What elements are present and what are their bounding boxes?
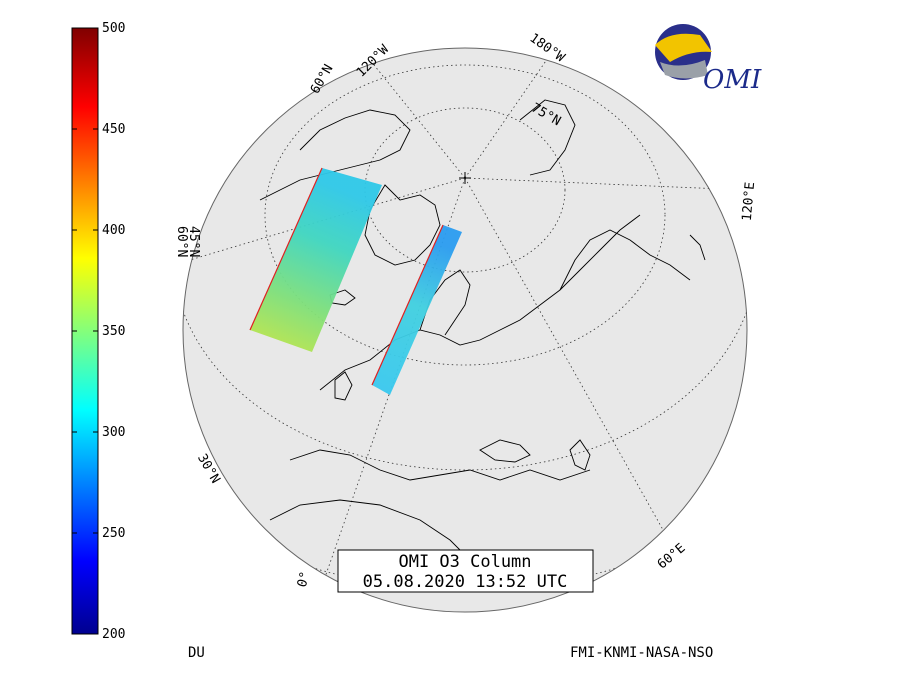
- coast-europe: [319, 214, 641, 391]
- swath-west-edge: [249, 167, 323, 331]
- colorbar-tick-label: 400: [102, 223, 125, 238]
- colorbar-ticks: 500 450 400 350 300 250 200: [72, 21, 125, 642]
- swath-east-edge: [371, 224, 444, 386]
- logo-swoosh: [655, 33, 712, 62]
- meridian-120e: [464, 177, 746, 191]
- omi-logo: OMI: [655, 24, 762, 95]
- coast-black-sea: [479, 439, 531, 463]
- colorbar-tick-label: 200: [102, 627, 125, 642]
- coast-greenland: [364, 184, 441, 266]
- colorbar-tick-label: 300: [102, 425, 125, 440]
- ozone-swaths: [249, 167, 462, 395]
- colorbar-tick-label: 500: [102, 21, 125, 36]
- parallel-75n: [364, 107, 566, 273]
- coast-uk: [334, 371, 353, 401]
- globe: [182, 47, 748, 613]
- label-lat-60n-left: 60°N: [174, 226, 189, 257]
- label-lon-0: 0°: [295, 570, 314, 589]
- label-lat-45n-left: 45°N: [186, 226, 201, 257]
- credits-text: FMI-KNMI-NASA-NSO: [570, 645, 713, 661]
- title-frame: [337, 549, 594, 593]
- title-line-1: OMI O3 Column: [398, 552, 531, 572]
- swath-west: [250, 168, 382, 352]
- coast-chukotka: [519, 99, 576, 176]
- colorbar: 500 450 400 350 300 250 200: [71, 21, 125, 642]
- colorbar-tick-label: 350: [102, 324, 125, 339]
- coast-mediterranean: [289, 449, 591, 481]
- title-box: OMI O3 Column 05.08.2020 13:52 UTC: [337, 549, 594, 593]
- coast-arctic-canada: [259, 109, 411, 201]
- coast-caspian: [569, 439, 591, 471]
- logo-text: OMI: [703, 65, 762, 95]
- colorbar-tick-label: 450: [102, 122, 125, 137]
- graticule: [183, 48, 747, 612]
- meridian-60w: [189, 177, 466, 261]
- parallel-60n: [264, 64, 666, 366]
- coast-siberia: [559, 229, 691, 291]
- swath-east: [372, 225, 462, 395]
- unit-label: DU: [188, 645, 205, 661]
- coast-africa: [269, 499, 471, 561]
- title-line-2: 05.08.2020 13:52 UTC: [363, 572, 568, 592]
- coast-sakhalin: [689, 234, 706, 261]
- north-pole-marker: [459, 172, 471, 184]
- meridian-120w: [369, 59, 466, 179]
- label-lon-120e: 120°E: [740, 181, 758, 221]
- label-lon-60e: 60°E: [655, 541, 689, 573]
- logo-lower: [660, 60, 708, 79]
- meridian-60e: [464, 177, 681, 561]
- colorbar-tick-label: 250: [102, 526, 125, 541]
- meridian-0: [309, 177, 466, 612]
